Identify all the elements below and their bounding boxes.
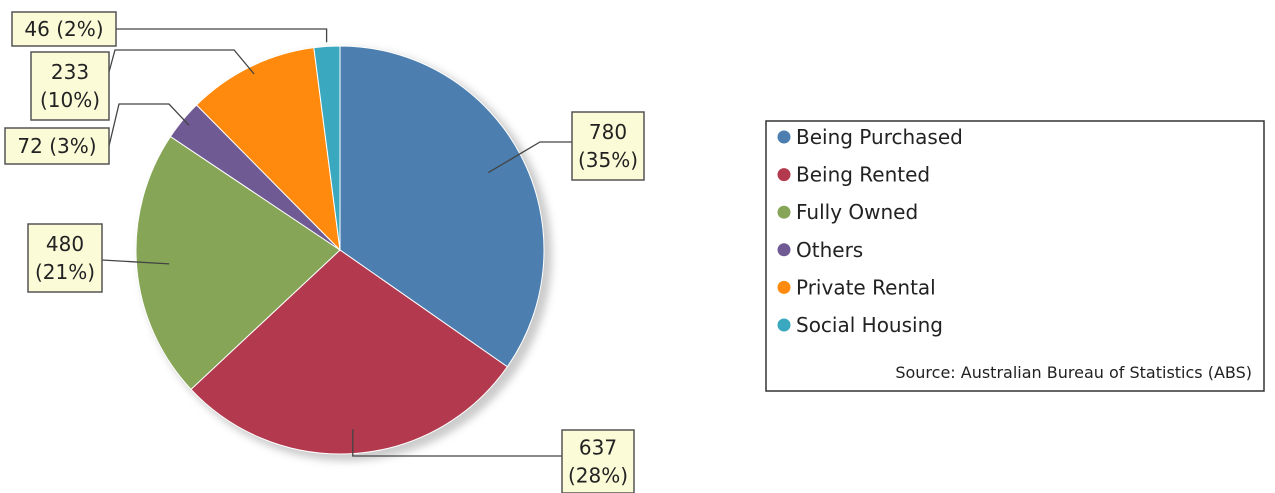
pie-slice-private-rental	[195, 47, 341, 252]
leader-line-social-housing	[116, 28, 328, 43]
legend-marker-private-rental	[777, 280, 791, 294]
legend-label-social-housing: Social Housing	[796, 313, 943, 337]
pie-slice-social-housing	[313, 45, 341, 251]
legend-marker-social-housing	[777, 318, 791, 332]
legend-marker-being-rented	[777, 168, 791, 182]
legend-label-private-rental: Private Rental	[796, 275, 936, 299]
leader-line-fully-owned	[101, 259, 170, 265]
pie-slice-being-purchased	[339, 45, 545, 368]
legend-marker-being-purchased	[777, 130, 791, 144]
pie-slice-fully-owned	[135, 135, 341, 391]
callout-box-being-purchased	[571, 111, 645, 181]
callout-label-fully-owned: 480	[46, 232, 84, 256]
pie-slices	[135, 45, 545, 455]
callout-label-being-rented: 637	[579, 436, 617, 460]
callout-box-private-rental	[30, 51, 110, 121]
callout-label-social-housing: 46 (2%)	[24, 17, 103, 41]
pie-callouts: 780 (35%) 637 (28%) 480 (21%) 72 (3%) 233 (10%) 4…	[4, 11, 645, 493]
callout-label-others: 72 (3%)	[17, 134, 96, 158]
source-note: Source: Australian Bureau of Statistics …	[895, 363, 1252, 382]
callout-box-being-rented	[561, 429, 635, 493]
legend-items: Being Purchased Being Rented Fully Owned Ot…	[777, 125, 963, 337]
legend-label-others: Others	[796, 238, 863, 262]
callout-box-fully-owned	[27, 223, 103, 293]
legend-marker-others	[777, 243, 791, 257]
legend-label-being-purchased: Being Purchased	[796, 125, 963, 149]
leader-line-others	[108, 103, 190, 147]
legend-label-fully-owned: Fully Owned	[796, 200, 918, 224]
callout-box-social-housing	[11, 11, 117, 47]
callout-label-being-purchased: 780	[589, 120, 627, 144]
leader-line-private-rental	[108, 49, 255, 75]
legend-marker-fully-owned	[777, 205, 791, 219]
callout-label-being-purchased: (35%)	[578, 148, 638, 172]
pie-slice-being-rented	[190, 249, 508, 455]
callout-label-being-rented: (28%)	[568, 464, 628, 488]
callout-label-private-rental: (10%)	[40, 88, 100, 112]
leader-line-being-rented	[352, 429, 562, 457]
legend-label-being-rented: Being Rented	[796, 163, 930, 187]
leader-line-being-purchased	[487, 141, 572, 174]
callout-box-others	[4, 127, 110, 165]
callout-label-fully-owned: (21%)	[35, 260, 95, 284]
callout-label-private-rental: 233	[51, 60, 89, 84]
legend: Being Purchased Being Rented Fully Owned Ot…	[765, 120, 1265, 392]
legend-box	[765, 120, 1265, 392]
